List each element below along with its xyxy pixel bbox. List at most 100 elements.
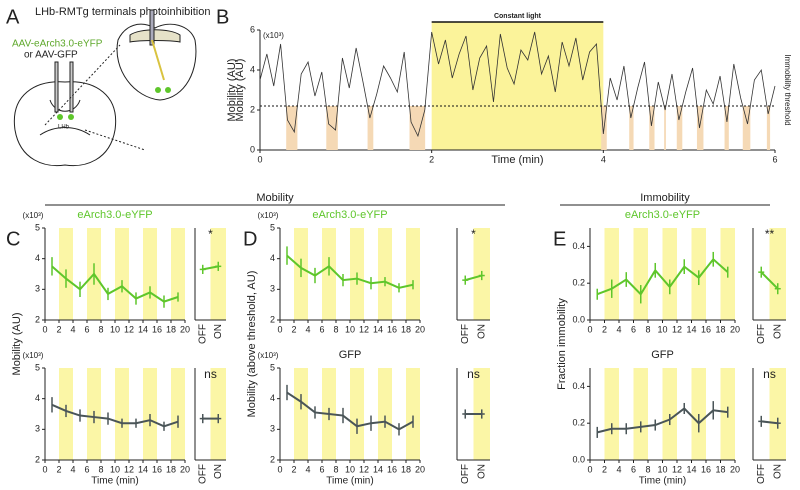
light-path (151, 39, 165, 81)
y-tick-label: 5 (35, 222, 40, 232)
x-tick-label: 20 (415, 324, 425, 334)
x-tick-label: 2 (602, 324, 607, 334)
data-line (51, 403, 179, 428)
threshold-label: Immobility threshold (783, 54, 792, 125)
x-tick-label: 2 (56, 464, 61, 474)
inset-light (210, 228, 226, 320)
x-tick-label: 6 (631, 464, 636, 474)
x-tick-label: 14 (373, 324, 383, 334)
y-tick-label: 0.0 (572, 454, 585, 464)
y-tick-label: 5 (270, 222, 275, 232)
x-tick-label: 14 (686, 324, 696, 334)
section-detail (39, 99, 91, 136)
inset-category: ON (772, 464, 783, 479)
virus-label: AAV-eArch3.0-eYFP (12, 39, 103, 50)
injection-site (57, 114, 63, 120)
coronal-section (13, 81, 117, 167)
x-tick-label: 18 (715, 464, 725, 474)
y-tick-label: 0.4 (572, 381, 585, 391)
y-tick-label: 2 (270, 314, 275, 324)
x-tick-label: 18 (166, 324, 176, 334)
x-tick-label: 8 (645, 464, 650, 474)
group-label: Immobility (640, 192, 690, 204)
light-period (633, 228, 648, 320)
inset-category: ON (213, 324, 224, 339)
data-line (597, 407, 728, 434)
significance: ns (763, 367, 776, 381)
x-tick-label: 10 (345, 464, 355, 474)
x-tick-label: 16 (152, 464, 162, 474)
light-period (378, 228, 392, 320)
light-period (171, 228, 185, 320)
light-annotation: Constant light (494, 13, 542, 20)
x-tick-label: 6 (772, 154, 777, 164)
inset-line (760, 271, 779, 290)
x-tick-label: 14 (686, 464, 696, 474)
y-tick-label: 3 (35, 424, 40, 434)
significance: ns (204, 367, 217, 381)
x-tick-label: 8 (333, 324, 338, 334)
x-tick-label: 0 (257, 154, 262, 164)
x-tick-label: 0 (42, 324, 47, 334)
y-tick-label: 4 (270, 393, 275, 403)
x-tick-label: 20 (180, 464, 190, 474)
y-tick-label: 5 (35, 362, 40, 372)
x-axis-label: Time (min) (91, 476, 138, 487)
x-tick-label: 16 (701, 464, 711, 474)
significance: * (208, 227, 213, 241)
injection-site (68, 114, 74, 120)
x-tick-label: 10 (345, 324, 355, 334)
x-tick-label: 4 (70, 464, 75, 474)
inset-light (769, 228, 786, 320)
x-tick-label: 4 (616, 464, 621, 474)
light-period (171, 368, 185, 460)
light-period (115, 228, 129, 320)
group-label: Mobility (256, 192, 294, 204)
zoom-line (84, 129, 146, 151)
y-tick-label: 0.4 (572, 241, 585, 251)
panel-letter: A (6, 6, 20, 28)
y-unit: (x10³) (23, 211, 44, 220)
light-period (604, 368, 619, 460)
fiber (54, 61, 59, 113)
x-tick-label: 14 (138, 324, 148, 334)
chart-title: eArch3.0-eYFP (77, 209, 152, 221)
virus-label: or AAV-GFP (24, 50, 78, 61)
light-period (406, 368, 420, 460)
y-unit: (x10³) (258, 351, 279, 360)
y-tick-label: 0.2 (572, 278, 585, 288)
y-unit: (x10³) (258, 211, 279, 220)
panel-letter: B (216, 6, 229, 28)
x-tick-label: 4 (305, 324, 310, 334)
chart-title: GFP (339, 349, 362, 361)
y-tick-label: 4 (270, 253, 275, 263)
x-tick-label: 2 (602, 464, 607, 474)
y-axis-label: Mobility (AU) (11, 313, 23, 376)
x-tick-label: 8 (333, 464, 338, 474)
x-tick-label: 14 (138, 464, 148, 474)
y-axis-label: Fraction immobility (556, 298, 568, 390)
x-tick-label: 12 (672, 324, 682, 334)
y-tick-label: 0.2 (572, 418, 585, 428)
x-tick-label: 2 (291, 464, 296, 474)
x-tick-label: 6 (631, 324, 636, 334)
y-tick-label: 3 (270, 284, 275, 294)
inset-category: ON (476, 464, 487, 479)
x-tick-label: 10 (110, 324, 120, 334)
x-tick-label: 10 (657, 324, 667, 334)
light-period (662, 228, 677, 320)
inset-light (769, 368, 786, 460)
y-tick-label: 2 (270, 454, 275, 464)
fiber (69, 61, 74, 113)
x-tick-label: 12 (359, 324, 369, 334)
chart-title: eArch3.0-eYFP (312, 209, 387, 221)
y-tick-label: 3 (35, 284, 40, 294)
immobility-band (664, 106, 666, 150)
light-period (294, 368, 308, 460)
x-tick-label: 4 (70, 324, 75, 334)
inset-category: OFF (756, 324, 767, 344)
x-tick-label: 14 (373, 464, 383, 474)
x-tick-label: 6 (84, 324, 89, 334)
y-unit: (x10³) (23, 351, 44, 360)
